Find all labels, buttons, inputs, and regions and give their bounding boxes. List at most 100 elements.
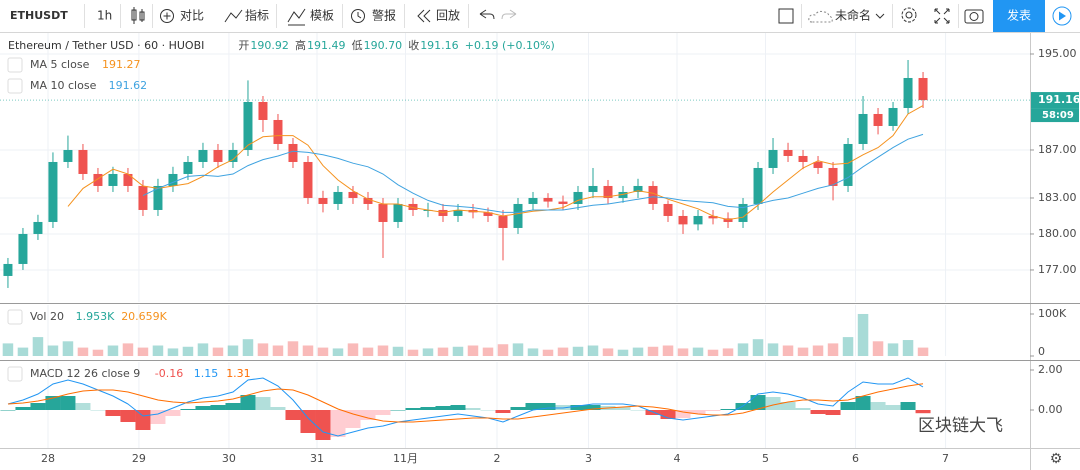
macd-histogram-bar [900,402,916,410]
candle-body [618,191,628,198]
candle-body [513,203,523,228]
alert-icon[interactable] [351,9,365,23]
macd-histogram-bar [45,396,61,410]
x-tick-label: 31 [310,452,324,465]
macd-histogram-bar [315,410,331,440]
volume-bar [287,341,299,356]
legend-value: 1.31 [226,367,251,380]
macd-histogram-bar [585,405,601,410]
axis-settings-icon[interactable]: ⚙ [1050,451,1063,467]
fullscreen-toggle[interactable] [778,8,794,24]
compare-icon[interactable] [160,9,174,23]
publish-button[interactable]: 发表 [1007,8,1031,23]
macd-histogram-bar [285,410,301,420]
volume-bar [587,345,599,356]
macd-histogram-bar [375,410,391,415]
macd-histogram-bar [135,410,151,430]
ohlc-value: 190.70 [364,39,403,52]
volume-bar [782,345,794,356]
last-price-box [1031,92,1079,109]
volume-bar [242,339,254,356]
volume-bar [872,341,884,356]
legend-value: -0.16 [155,367,183,380]
y-tick-label: 100K [1038,307,1067,320]
macd-histogram-bar [660,410,676,419]
candle-body [258,101,268,120]
alerts-button[interactable]: 警报 [372,8,396,23]
volume-bar [272,345,284,356]
volume-bar [2,343,14,356]
candle-body [363,197,373,204]
ohlc-label: 高 [295,38,306,52]
macd-histogram-bar [240,395,256,410]
compare-button[interactable]: 对比 [180,9,204,23]
undo-icon[interactable] [479,9,495,20]
replay-icon[interactable] [417,9,431,23]
macd-histogram-bar [720,409,736,410]
candle-body [633,185,643,192]
macd-histogram-bar [180,409,196,410]
dropdown-arrow[interactable] [875,13,885,19]
candle-body [33,221,43,234]
candle-body [888,107,898,126]
macd-histogram-bar [330,410,346,437]
ohlc-value: 191.16 [420,39,459,52]
countdown-label: 58:09 [1042,110,1074,121]
publish-bg[interactable] [993,0,1045,32]
volume-bar [707,349,719,356]
volume-bar [197,343,209,356]
settings-icon[interactable] [901,7,917,23]
volume-bar [542,349,554,356]
layout-name[interactable]: 未命名 [835,8,871,23]
volume-bar [572,346,584,356]
volume-bar [632,347,644,356]
macd-histogram-bar [225,403,241,410]
volume-bar [887,343,899,356]
expand-icon[interactable] [934,8,950,24]
candle-body [588,185,598,192]
templates-button[interactable]: 模板 [310,9,334,23]
candle-body [903,77,913,108]
x-tick-label: 5 [762,452,769,465]
candle-body [303,161,313,198]
candle-body [333,191,343,204]
ohlc-label: 开 [238,39,249,52]
interval[interactable]: 1h [97,9,112,23]
macd-histogram-bar [765,397,781,410]
candle-body [753,167,763,204]
macd-histogram-bar [705,410,721,411]
symbol[interactable]: ETHUSDT [10,9,68,22]
macd-histogram-bar [90,410,106,411]
play-icon[interactable] [1059,11,1066,21]
cloud-icon[interactable] [808,10,833,23]
macd-histogram-bar [0,410,16,411]
macd-histogram-bar [525,403,541,410]
template-icon[interactable] [287,8,306,26]
volume-bar [212,347,224,356]
chart-type-icon[interactable] [131,7,145,24]
indicator-icon[interactable] [224,9,243,23]
candle-body [798,155,808,162]
redo-icon[interactable] [501,9,517,20]
indicators-button[interactable]: 指标 [245,8,269,23]
snapshot-icon[interactable] [964,9,984,24]
candle-body [123,173,133,186]
macd-histogram-bar [510,407,526,410]
volume-bar [602,348,614,356]
macd-histogram-bar [105,410,121,416]
volume-bar [902,340,914,356]
candle-body [873,113,883,126]
play-button[interactable] [1052,6,1072,26]
macd-histogram-bar [630,410,646,411]
candle-body [3,263,13,276]
volume-bar [497,344,509,356]
macd-histogram-bar [195,406,211,410]
candle-body [543,197,553,202]
y-tick-label: 195.00 [1038,47,1077,60]
macd-histogram-bar [165,410,181,416]
replay-button[interactable]: 回放 [436,8,460,23]
volume-bar [617,349,629,356]
candle-body [228,149,238,162]
y-tick-label: 0.00 [1038,403,1063,416]
macd-histogram-bar [795,408,811,410]
